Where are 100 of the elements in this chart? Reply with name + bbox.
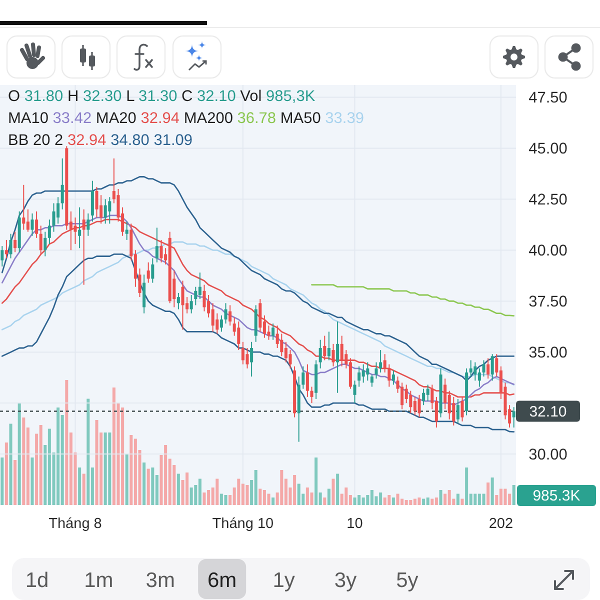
bar bbox=[482, 494, 486, 505]
bar bbox=[14, 460, 17, 505]
candlestick bbox=[456, 398, 460, 424]
bar bbox=[18, 402, 21, 505]
text: 3m bbox=[146, 569, 175, 592]
candlestick bbox=[302, 366, 305, 390]
candlestick bbox=[409, 390, 412, 414]
candlestick bbox=[310, 386, 314, 404]
bar bbox=[30, 458, 34, 505]
candlestick bbox=[323, 335, 326, 361]
candlestick bbox=[78, 206, 82, 249]
bar bbox=[198, 478, 202, 505]
candlestick bbox=[104, 198, 107, 224]
candlestick bbox=[482, 360, 486, 378]
candlestick bbox=[216, 312, 219, 334]
candlestick bbox=[383, 354, 386, 373]
bar bbox=[314, 458, 318, 505]
candlestick bbox=[340, 335, 344, 367]
candlestick bbox=[35, 210, 38, 238]
bar bbox=[216, 478, 219, 505]
candlestick bbox=[30, 212, 34, 236]
bar bbox=[9, 424, 12, 505]
bar bbox=[490, 478, 494, 505]
candlestick bbox=[181, 280, 184, 330]
y-tick-label: 47.50 bbox=[528, 90, 568, 107]
candlestick bbox=[14, 231, 17, 253]
x-tick-label: 10 bbox=[346, 516, 363, 532]
candlestick bbox=[280, 333, 284, 357]
candlestick bbox=[228, 304, 232, 326]
bar bbox=[0, 458, 4, 505]
candlestick bbox=[370, 374, 374, 388]
candlestick bbox=[86, 212, 90, 236]
bar bbox=[418, 498, 421, 505]
bar bbox=[439, 490, 442, 505]
candlestick bbox=[362, 364, 365, 384]
bar bbox=[237, 478, 240, 505]
bar bbox=[95, 420, 98, 505]
candlestick bbox=[276, 325, 279, 349]
bar bbox=[151, 468, 154, 505]
candlestick bbox=[318, 339, 322, 369]
y-tick-label: 45.00 bbox=[528, 140, 568, 158]
annotation: BB 20 2 32.94 34.80 31.09 bbox=[8, 132, 193, 149]
candlestick bbox=[469, 360, 472, 378]
x-tick-label: 202 bbox=[488, 516, 514, 532]
bar bbox=[104, 432, 107, 505]
candlestick bbox=[9, 233, 12, 259]
bar bbox=[323, 498, 326, 505]
candlestick bbox=[327, 331, 330, 361]
bar bbox=[297, 484, 300, 505]
bar bbox=[176, 474, 180, 505]
x-tick-label: Tháng 10 bbox=[212, 516, 274, 532]
text: 985.3K bbox=[532, 488, 580, 504]
bar bbox=[344, 488, 348, 505]
candlestick bbox=[490, 354, 494, 382]
bar bbox=[78, 468, 82, 505]
candlestick bbox=[237, 321, 240, 351]
bar bbox=[392, 498, 395, 505]
bar bbox=[456, 494, 460, 505]
candlestick bbox=[374, 362, 378, 380]
candlestick bbox=[306, 364, 309, 398]
bar bbox=[146, 468, 150, 505]
bar bbox=[332, 478, 335, 505]
bar bbox=[444, 494, 447, 505]
y-tick-label: 35.00 bbox=[528, 344, 568, 362]
bar bbox=[246, 485, 249, 505]
annotation: MA10 33.42 MA20 32.94 MA200 36.78 MA50 33.39 bbox=[8, 110, 364, 127]
bar bbox=[4, 442, 8, 505]
bar bbox=[409, 500, 412, 505]
y-tick-label: 40.00 bbox=[528, 242, 568, 260]
candlestick bbox=[194, 286, 198, 306]
candlestick bbox=[151, 258, 154, 284]
text: O 31.80 H 32.30 L 31.30 C 32.10 Vol 985,3K bbox=[8, 88, 316, 105]
candlestick bbox=[426, 384, 430, 402]
bar bbox=[82, 474, 86, 505]
bar bbox=[388, 495, 391, 505]
candlestick bbox=[44, 231, 47, 257]
bar bbox=[353, 498, 356, 505]
candlestick bbox=[125, 221, 128, 240]
candlestick bbox=[392, 370, 395, 386]
bar bbox=[65, 380, 68, 505]
candlestick bbox=[512, 406, 516, 428]
candlestick bbox=[220, 314, 223, 332]
line-series bbox=[311, 284, 515, 316]
candlestick bbox=[146, 262, 150, 284]
candlestick bbox=[358, 366, 361, 388]
bar bbox=[108, 432, 112, 505]
bar bbox=[430, 498, 434, 505]
bar bbox=[22, 418, 26, 505]
x-tick-label: Tháng 8 bbox=[48, 516, 102, 532]
candlestick bbox=[272, 323, 275, 340]
text: 1m bbox=[84, 569, 114, 592]
bar bbox=[280, 470, 284, 505]
candlestick bbox=[404, 384, 408, 404]
bar bbox=[39, 425, 42, 505]
bar bbox=[396, 494, 400, 505]
candlestick bbox=[418, 394, 421, 418]
line-series bbox=[1, 176, 515, 382]
candlestick bbox=[478, 368, 481, 388]
bar bbox=[190, 488, 193, 505]
candlestick bbox=[250, 341, 254, 378]
